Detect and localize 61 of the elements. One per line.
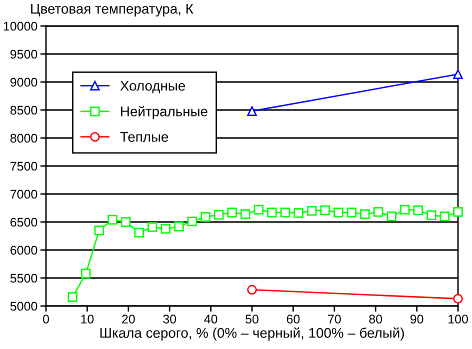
y-tick-label: 8500 bbox=[10, 106, 38, 115]
y-tick-label: 5500 bbox=[10, 274, 38, 283]
point bbox=[108, 214, 118, 225]
y-tick-label: 6000 bbox=[10, 246, 38, 255]
point bbox=[267, 208, 277, 218]
point bbox=[294, 208, 304, 218]
point bbox=[227, 208, 237, 218]
point bbox=[160, 224, 170, 234]
x-tick-label: 90 bbox=[410, 314, 424, 324]
x-tick-label: 80 bbox=[369, 314, 382, 324]
y-tick-label: 6500 bbox=[10, 218, 38, 227]
y-tick-label: 7500 bbox=[10, 162, 38, 171]
point bbox=[373, 207, 384, 217]
point bbox=[334, 208, 344, 218]
legend-label: Нейтральные bbox=[121, 106, 208, 120]
point bbox=[174, 222, 184, 232]
point bbox=[147, 222, 158, 232]
point bbox=[254, 204, 264, 215]
point bbox=[247, 106, 257, 116]
point bbox=[68, 292, 78, 302]
y-tick-label: 9000 bbox=[10, 78, 38, 87]
point bbox=[247, 284, 257, 295]
point bbox=[400, 204, 410, 215]
point bbox=[200, 212, 210, 222]
point bbox=[440, 212, 450, 222]
x-tick-label: 20 bbox=[122, 314, 135, 324]
point bbox=[413, 205, 423, 216]
point bbox=[214, 210, 224, 220]
y-tick-label: 8000 bbox=[10, 134, 38, 143]
x-tick-label: 50 bbox=[246, 314, 258, 324]
legend-label: Холодные bbox=[120, 80, 185, 94]
y-axis-title: Цветовая температура, К bbox=[31, 4, 194, 16]
legend-label: Теплые bbox=[120, 132, 168, 142]
point bbox=[453, 69, 463, 80]
point bbox=[360, 209, 370, 220]
x-tick-label: 60 bbox=[286, 314, 300, 324]
point bbox=[240, 209, 250, 220]
x-tick-label: 0 bbox=[43, 314, 49, 324]
point bbox=[306, 206, 317, 216]
point bbox=[134, 228, 144, 238]
x-tick-label: 30 bbox=[163, 314, 176, 324]
point bbox=[120, 217, 131, 227]
y-tick-label: 9500 bbox=[10, 50, 38, 59]
y-tick-label: 5000 bbox=[10, 302, 38, 311]
x-tick-label: 10 bbox=[81, 314, 94, 324]
point bbox=[453, 207, 463, 217]
x-tick-label: 40 bbox=[204, 314, 218, 324]
point bbox=[453, 294, 463, 304]
y-tick-label: 7000 bbox=[10, 190, 38, 199]
point bbox=[346, 208, 357, 218]
point bbox=[320, 205, 330, 216]
point bbox=[426, 210, 436, 220]
point bbox=[386, 212, 396, 222]
point bbox=[94, 226, 104, 236]
x-tick-label: 70 bbox=[328, 314, 341, 324]
point bbox=[187, 216, 198, 226]
point bbox=[81, 268, 91, 278]
x-axis-title: Шкала серого, % (0% – черный, 100% – белый) bbox=[100, 327, 404, 341]
x-tick-label: 100 bbox=[448, 314, 468, 324]
point bbox=[280, 208, 290, 218]
y-tick-label: 10000 bbox=[4, 22, 38, 31]
